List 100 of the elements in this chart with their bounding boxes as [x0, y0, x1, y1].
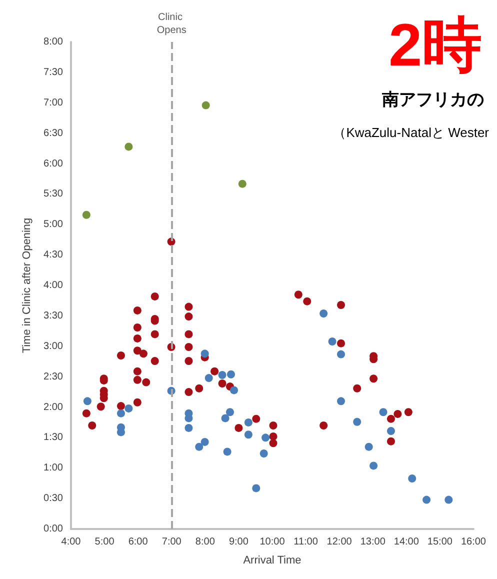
y-tick-label: 2:30	[44, 371, 64, 382]
point	[386, 437, 395, 446]
point	[244, 430, 252, 439]
point	[337, 300, 345, 309]
point	[124, 404, 133, 412]
point	[202, 101, 210, 110]
point	[83, 397, 92, 406]
point	[142, 378, 150, 386]
point	[234, 424, 243, 432]
point	[230, 386, 238, 394]
y-tick-label: 7:00	[44, 97, 64, 108]
point	[353, 418, 362, 426]
y-tick-label: 3:30	[44, 310, 64, 322]
point	[82, 409, 90, 418]
ref-line-label: Clinic Opens	[156, 12, 186, 36]
point	[404, 408, 412, 416]
point	[184, 312, 193, 321]
point	[218, 380, 226, 388]
point	[328, 338, 336, 346]
point	[200, 438, 209, 446]
point	[184, 330, 193, 338]
point	[133, 398, 142, 406]
point	[150, 292, 159, 300]
point	[139, 350, 148, 358]
point	[184, 356, 193, 365]
y-tick-label: 0:00	[44, 524, 64, 534]
x-tick-label: 12:00	[326, 536, 352, 548]
y-tick-label: 6:30	[44, 128, 64, 139]
point	[370, 374, 378, 383]
point	[252, 484, 260, 492]
x-tick-label: 14:00	[394, 536, 420, 548]
point	[200, 350, 209, 358]
point	[133, 376, 142, 384]
y-tick-label: 1:00	[44, 462, 64, 474]
y-tick-label: 5:00	[44, 219, 64, 230]
point	[337, 350, 345, 358]
point	[260, 450, 268, 458]
text: 南アフリカの	[381, 90, 484, 109]
y-tick-label: 2:00	[44, 402, 64, 413]
point	[210, 367, 219, 376]
y-axis-title: Time in Clinic after Opening	[21, 218, 34, 354]
point	[226, 408, 234, 416]
x-tick-label: 16:00	[460, 536, 486, 548]
point	[82, 210, 90, 219]
y-tick-label: 4:30	[44, 250, 64, 261]
point	[269, 422, 278, 430]
point	[133, 346, 142, 355]
y-tick-label: 1:30	[44, 432, 64, 444]
y-tick-label: 8:00	[44, 36, 64, 48]
y-tick-label: 0:30	[44, 493, 64, 504]
point	[221, 414, 230, 422]
point	[422, 496, 431, 504]
point	[150, 330, 159, 338]
point	[184, 424, 193, 432]
point	[204, 374, 213, 382]
point	[394, 410, 402, 418]
point	[133, 334, 142, 342]
y-tick-label: 3:00	[44, 340, 64, 352]
point	[252, 414, 260, 423]
x-tick-label: 6:00	[128, 536, 148, 548]
x-tick-label: 11:00	[294, 536, 318, 548]
point	[116, 402, 125, 410]
x-tick-label: 4:00	[61, 536, 82, 548]
point	[386, 426, 395, 435]
point	[195, 384, 204, 392]
point	[320, 310, 328, 318]
x-tick-label: 8:00	[195, 536, 216, 548]
point	[133, 306, 142, 314]
y-tick-label: 7:30	[44, 66, 64, 78]
point	[386, 414, 395, 423]
x-tick-label: 13:00	[360, 536, 386, 548]
point	[96, 402, 105, 411]
chart-title: 2時	[388, 12, 482, 78]
annotation: （KwaZulu-Natalと Wester	[333, 125, 490, 140]
point	[218, 370, 226, 379]
point	[294, 290, 302, 299]
point	[116, 409, 125, 418]
point	[133, 367, 142, 376]
point	[364, 442, 373, 451]
point	[116, 352, 125, 360]
point	[269, 439, 278, 448]
x-tick-label: 7:00	[162, 536, 182, 548]
y-tick-label: 5:30	[44, 188, 64, 200]
point	[408, 474, 416, 482]
x-tick-label: 10:00	[260, 536, 286, 548]
point	[337, 397, 345, 406]
point	[223, 448, 232, 456]
x-tick-label: 15:00	[427, 536, 453, 548]
point	[184, 342, 193, 351]
point	[88, 422, 96, 430]
point	[184, 302, 193, 311]
y-tick-label: 6:00	[44, 158, 64, 170]
point	[444, 496, 453, 504]
point	[226, 370, 235, 378]
point	[262, 434, 270, 442]
x-tick-label: 9:00	[228, 536, 249, 548]
x-axis-title: Arrival Time	[243, 554, 302, 566]
point	[353, 384, 362, 392]
x-tick-label: 5:00	[94, 536, 115, 548]
point	[244, 418, 252, 426]
